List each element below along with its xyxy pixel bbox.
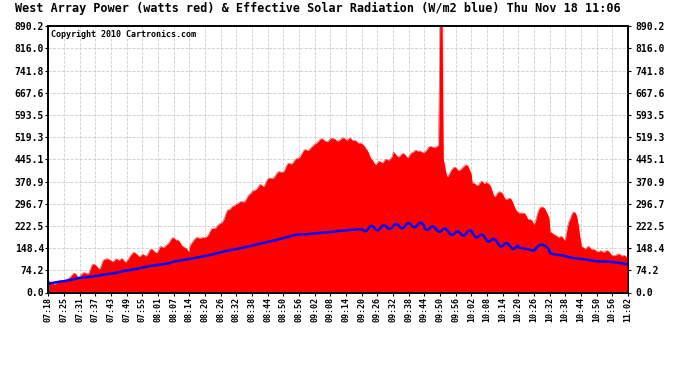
Text: West Array Power (watts red) & Effective Solar Radiation (W/m2 blue) Thu Nov 18 : West Array Power (watts red) & Effective… bbox=[14, 2, 620, 15]
Text: Copyright 2010 Cartronics.com: Copyright 2010 Cartronics.com bbox=[51, 30, 196, 39]
